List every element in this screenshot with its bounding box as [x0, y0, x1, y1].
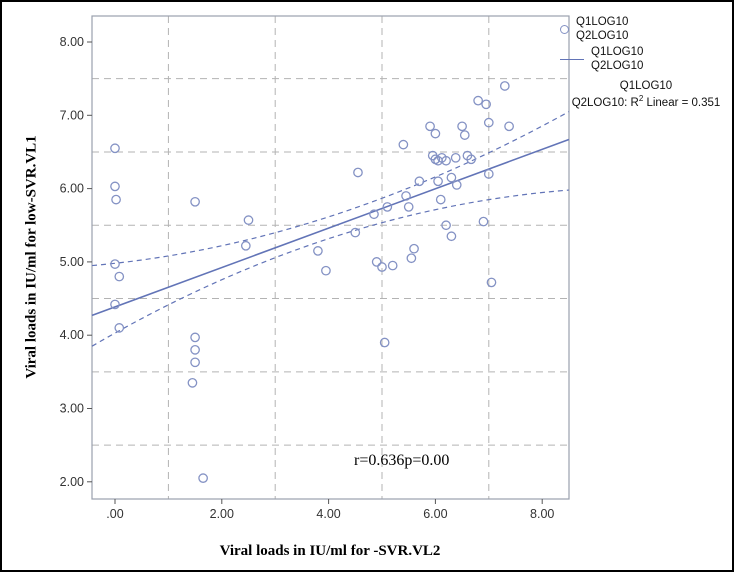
fit-line-icon	[560, 59, 584, 61]
legend-marker-label-2: Q2LOG10	[576, 29, 629, 42]
data-point	[483, 117, 494, 128]
data-point	[321, 265, 331, 276]
data-point	[441, 155, 451, 166]
data-point	[187, 377, 198, 388]
data-point	[414, 176, 425, 187]
y-axis-title: Viral loads in IU/ml for low-SVR.VL1	[23, 135, 40, 379]
data-point	[457, 121, 467, 132]
data-point	[409, 243, 419, 254]
data-point	[243, 215, 254, 225]
data-point	[110, 143, 120, 154]
data-point	[401, 191, 411, 201]
scatter-marker-icon	[560, 25, 569, 35]
legend-line-label-1: Q1LOG10	[591, 46, 644, 59]
data-point	[190, 332, 200, 343]
x-tick-label: .00	[106, 507, 123, 521]
fit-line	[91, 138, 570, 317]
data-point	[110, 259, 120, 269]
legend-r2-line2: Q2LOG10: R2 Linear = 0.351	[571, 93, 721, 109]
x-axis-title: Viral loads in IU/ml for -SVR.VL2	[219, 543, 441, 559]
data-point	[441, 220, 451, 231]
data-point	[504, 121, 514, 132]
data-point	[499, 81, 510, 91]
data-point	[114, 271, 125, 282]
data-point	[403, 202, 414, 212]
data-point	[406, 253, 417, 264]
data-point	[451, 180, 462, 190]
x-tick-label: 4.00	[316, 507, 340, 521]
legend-line-label-2: Q2LOG10	[591, 59, 644, 72]
data-point	[190, 345, 200, 355]
y-tick-label: 2.00	[60, 475, 84, 489]
data-point	[473, 95, 483, 106]
data-point	[446, 231, 457, 242]
legend-line-entry: Q1LOG10 Q2LOG10	[560, 46, 732, 73]
x-tick-label: 2.00	[210, 507, 234, 521]
data-point	[450, 152, 461, 163]
y-tick-label: 6.00	[60, 182, 84, 196]
legend-r2-line1: Q1LOG10	[619, 80, 673, 93]
data-point	[240, 240, 251, 251]
legend-marker-label-1: Q1LOG10	[576, 16, 629, 28]
plot-frame	[91, 15, 570, 500]
data-point	[466, 154, 477, 165]
x-tick-label: 8.00	[530, 507, 554, 521]
legend-line-labels: Q1LOG10 Q2LOG10	[591, 46, 643, 73]
correlation-annotation: r=0.636p=0.00	[354, 452, 450, 469]
data-point	[110, 181, 120, 192]
data-point	[435, 194, 446, 205]
data-point	[313, 246, 323, 256]
legend-r2-entry: Q1LOG10 Q2LOG10: R2 Linear = 0.351	[560, 80, 732, 110]
ci-lower-curve	[91, 189, 569, 347]
data-point	[110, 299, 120, 310]
x-tick-label: 6.00	[423, 507, 447, 521]
data-point	[398, 139, 409, 150]
data-point	[379, 337, 390, 348]
data-point	[369, 209, 379, 220]
data-point	[387, 260, 398, 271]
y-tick-label: 4.00	[60, 328, 84, 342]
data-point	[350, 227, 361, 238]
data-point	[377, 262, 387, 272]
data-point	[190, 357, 200, 368]
legend: Q1LOG10 Q2LOG10 Q1LOG10 Q2LOG10 Q1LOG10 …	[560, 16, 732, 110]
data-point	[446, 172, 457, 183]
data-point	[459, 130, 470, 140]
data-point	[425, 121, 435, 132]
y-tick-label: 7.00	[60, 108, 84, 122]
data-point	[353, 167, 363, 178]
data-point	[486, 277, 497, 288]
data-point	[198, 473, 208, 483]
data-point	[114, 323, 125, 333]
y-tick-label: 5.00	[60, 255, 84, 269]
y-tick-label: 8.00	[60, 35, 84, 49]
data-point	[190, 196, 200, 207]
data-point	[371, 257, 382, 267]
legend-marker-labels: Q1LOG10 Q2LOG10	[576, 16, 628, 43]
data-point	[478, 216, 489, 227]
data-point	[481, 99, 491, 110]
ci-upper-curve	[91, 111, 570, 267]
data-point	[433, 176, 443, 187]
data-point	[111, 194, 121, 205]
data-point	[430, 128, 441, 139]
data-point	[483, 169, 494, 179]
y-tick-label: 3.00	[60, 402, 84, 416]
legend-marker-entry: Q1LOG10 Q2LOG10	[560, 16, 732, 43]
data-point	[382, 202, 393, 212]
